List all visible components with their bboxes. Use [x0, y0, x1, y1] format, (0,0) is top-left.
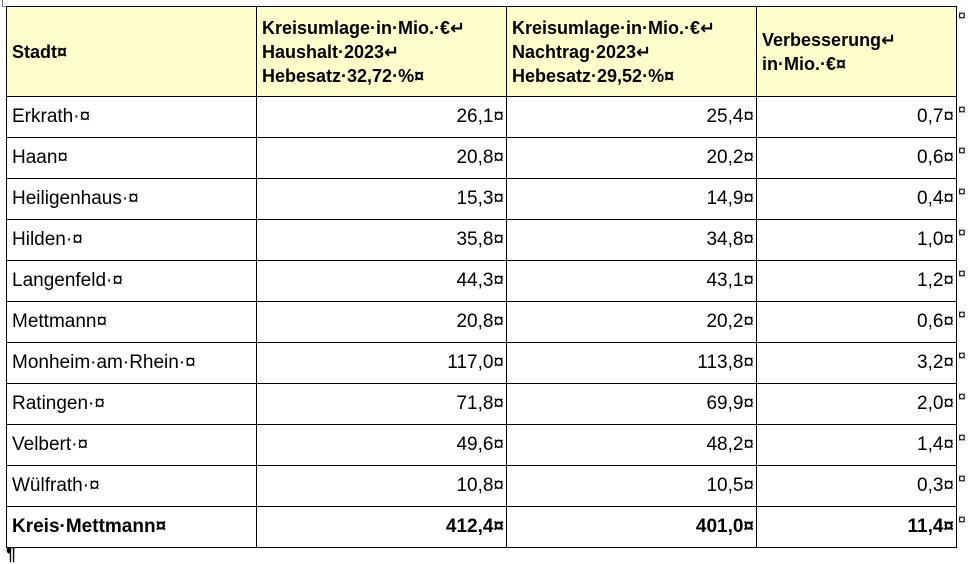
header-verbesserung: Verbesserung↵ in·Mio.·€¤: [756, 6, 957, 97]
cell-nachtrag: 25,4¤: [506, 96, 757, 138]
cell-nachtrag: 113,8¤: [506, 342, 757, 384]
end-of-row-mark: ¤: [958, 142, 966, 158]
cell-stadt: Ratingen·¤: [6, 383, 257, 425]
cell-verbesserung: 0,4¤: [756, 178, 957, 220]
text-boundary-corner: [2, 0, 9, 7]
header-stadt: Stadt¤: [6, 6, 257, 97]
table-row: Velbert·¤ 49,6¤ 48,2¤ 1,4¤: [6, 424, 957, 466]
table-row: Mettmann¤ 20,8¤ 20,2¤ 0,6¤: [6, 301, 957, 343]
cell-haushalt: 49,6¤: [256, 424, 507, 466]
cell-verbesserung: 0,7¤: [756, 96, 957, 138]
cell-nachtrag: 14,9¤: [506, 178, 757, 220]
cell-verbesserung: 0,3¤: [756, 465, 957, 507]
end-of-row-mark: ¤: [958, 347, 966, 363]
cell-total-label: Kreis·Mettmann¤: [6, 506, 257, 548]
paragraph-mark: ¶: [6, 544, 17, 564]
cell-stadt: Velbert·¤: [6, 424, 257, 466]
kreisumlage-table: Stadt¤ Kreisumlage·in·Mio.·€↵ Haushalt·2…: [6, 6, 957, 548]
table-row: Heiligenhaus·¤ 15,3¤ 14,9¤ 0,4¤: [6, 178, 957, 220]
table-header-row: Stadt¤ Kreisumlage·in·Mio.·€↵ Haushalt·2…: [6, 6, 957, 97]
cell-stadt: Haan¤: [6, 137, 257, 179]
end-of-row-mark: ¤: [958, 429, 966, 445]
cell-haushalt: 117,0¤: [256, 342, 507, 384]
cell-nachtrag: 48,2¤: [506, 424, 757, 466]
cell-stadt: Wülfrath·¤: [6, 465, 257, 507]
end-of-row-mark: ¤: [958, 511, 966, 527]
table-row: Hilden·¤ 35,8¤ 34,8¤ 1,0¤: [6, 219, 957, 261]
cell-haushalt: 15,3¤: [256, 178, 507, 220]
cell-nachtrag: 69,9¤: [506, 383, 757, 425]
cell-nachtrag: 43,1¤: [506, 260, 757, 302]
cell-stadt: Langenfeld·¤: [6, 260, 257, 302]
cell-stadt: Monheim·am·Rhein·¤: [6, 342, 257, 384]
cell-nachtrag: 10,5¤: [506, 465, 757, 507]
cell-haushalt: 26,1¤: [256, 96, 507, 138]
cell-verbesserung: 1,4¤: [756, 424, 957, 466]
cell-stadt: Hilden·¤: [6, 219, 257, 261]
table-row: Ratingen·¤ 71,8¤ 69,9¤ 2,0¤: [6, 383, 957, 425]
cell-total-haushalt: 412,4¤: [256, 506, 507, 548]
end-of-row-mark: ¤: [958, 265, 966, 281]
cell-stadt: Mettmann¤: [6, 301, 257, 343]
cell-haushalt: 10,8¤: [256, 465, 507, 507]
table-row: Monheim·am·Rhein·¤ 117,0¤ 113,8¤ 3,2¤: [6, 342, 957, 384]
end-of-row-mark: ¤: [958, 7, 966, 23]
cell-total-nachtrag: 401,0¤: [506, 506, 757, 548]
header-haushalt-2023: Kreisumlage·in·Mio.·€↵ Haushalt·2023↵ He…: [256, 6, 507, 97]
table-row: Haan¤ 20,8¤ 20,2¤ 0,6¤: [6, 137, 957, 179]
cell-verbesserung: 1,2¤: [756, 260, 957, 302]
cell-haushalt: 35,8¤: [256, 219, 507, 261]
cell-verbesserung: 2,0¤: [756, 383, 957, 425]
table-row: Wülfrath·¤ 10,8¤ 10,5¤ 0,3¤: [6, 465, 957, 507]
cell-haushalt: 71,8¤: [256, 383, 507, 425]
cell-verbesserung: 0,6¤: [756, 301, 957, 343]
table-total-row: Kreis·Mettmann¤ 412,4¤ 401,0¤ 11,4¤: [6, 506, 957, 548]
cell-total-verbesserung: 11,4¤: [756, 506, 957, 548]
end-of-row-mark: ¤: [958, 183, 966, 199]
cell-verbesserung: 0,6¤: [756, 137, 957, 179]
end-of-row-mark: ¤: [958, 224, 966, 240]
cell-nachtrag: 20,2¤: [506, 301, 757, 343]
table-row: Erkrath·¤ 26,1¤ 25,4¤ 0,7¤: [6, 96, 957, 138]
end-of-row-mark: ¤: [958, 306, 966, 322]
table-row: Langenfeld·¤ 44,3¤ 43,1¤ 1,2¤: [6, 260, 957, 302]
cell-verbesserung: 3,2¤: [756, 342, 957, 384]
cell-verbesserung: 1,0¤: [756, 219, 957, 261]
cell-nachtrag: 34,8¤: [506, 219, 757, 261]
cell-haushalt: 20,8¤: [256, 137, 507, 179]
cell-haushalt: 44,3¤: [256, 260, 507, 302]
cell-haushalt: 20,8¤: [256, 301, 507, 343]
header-nachtrag-2023: Kreisumlage·in·Mio.·€↵ Nachtrag·2023↵ He…: [506, 6, 757, 97]
cell-stadt: Erkrath·¤: [6, 96, 257, 138]
end-of-row-mark: ¤: [958, 470, 966, 486]
cell-stadt: Heiligenhaus·¤: [6, 178, 257, 220]
cell-nachtrag: 20,2¤: [506, 137, 757, 179]
end-of-row-mark: ¤: [958, 101, 966, 117]
end-of-row-mark: ¤: [958, 388, 966, 404]
